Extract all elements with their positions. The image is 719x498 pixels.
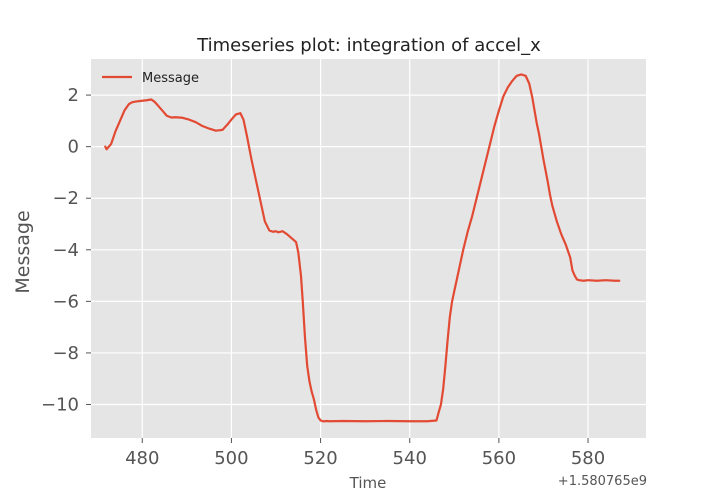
y-tick-label: −2 bbox=[52, 188, 79, 209]
x-tick-label: 540 bbox=[393, 448, 427, 469]
x-tick-label: 480 bbox=[125, 448, 159, 469]
y-tick-label: 0 bbox=[68, 137, 79, 158]
grid-lines bbox=[91, 59, 646, 438]
x-offset-label: +1.580765e9 bbox=[558, 474, 647, 489]
y-tick-label: 2 bbox=[68, 85, 79, 106]
chart-title: Timeseries plot: integration of accel_x bbox=[196, 35, 541, 56]
y-tick-label: −6 bbox=[52, 291, 79, 312]
y-tick-label: −4 bbox=[52, 240, 79, 261]
y-axis-ticks: 2 0 −2 −4 −6 −8 −10 bbox=[41, 85, 91, 415]
x-tick-label: 580 bbox=[571, 448, 605, 469]
legend-label: Message bbox=[142, 71, 199, 86]
plot-area bbox=[91, 59, 646, 438]
x-axis-ticks: 480 500 520 540 560 580 bbox=[125, 438, 605, 469]
y-tick-label: −10 bbox=[41, 394, 79, 415]
x-tick-label: 560 bbox=[482, 448, 516, 469]
y-tick-label: −8 bbox=[52, 343, 79, 364]
series-line-message bbox=[104, 73, 621, 423]
x-tick-label: 500 bbox=[214, 448, 248, 469]
x-axis-label: Time bbox=[349, 474, 387, 492]
legend: Message bbox=[102, 71, 199, 86]
y-axis-label: Message bbox=[12, 210, 34, 293]
x-tick-label: 520 bbox=[303, 448, 337, 469]
